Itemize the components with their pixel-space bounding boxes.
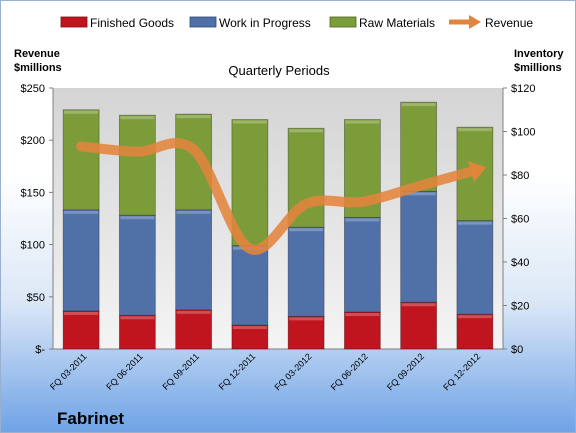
bar-highlight bbox=[289, 228, 324, 232]
right-axis-title-line2: $millions bbox=[514, 62, 562, 74]
legend-label-finished-goods: Finished Goods bbox=[90, 16, 174, 30]
bar-work-in-progress bbox=[62, 209, 100, 312]
bar-raw-materials bbox=[118, 114, 156, 216]
bar-finished-goods bbox=[456, 313, 494, 350]
legend-label-revenue: Revenue bbox=[485, 16, 533, 30]
bars bbox=[62, 101, 494, 350]
category-label: FQ 12-2011 bbox=[217, 351, 258, 392]
left-tick-label: $100 bbox=[21, 240, 45, 252]
right-tick-label: $100 bbox=[511, 127, 535, 139]
left-tick-label: $50 bbox=[27, 292, 45, 304]
right-tick-label: $80 bbox=[511, 170, 529, 182]
left-axis-title-line1: Revenue bbox=[14, 48, 60, 60]
bar-highlight bbox=[401, 303, 436, 307]
bar-highlight bbox=[120, 316, 155, 320]
left-tick-label: $250 bbox=[21, 83, 45, 95]
revenue-line-path bbox=[76, 138, 480, 255]
bar-highlight bbox=[457, 128, 492, 132]
left-axis-ticks: $- $50 $100 $150 $200 $250 bbox=[21, 83, 53, 356]
bar-highlight bbox=[345, 120, 380, 124]
bar-highlight bbox=[401, 103, 436, 107]
left-axis-title-line2: $millions bbox=[14, 62, 62, 74]
bar-work-in-progress bbox=[400, 190, 438, 303]
category-label: FQ 09-2011 bbox=[160, 351, 201, 392]
bar-work-in-progress bbox=[343, 217, 381, 313]
right-tick-label: $0 bbox=[511, 344, 523, 356]
legend-label-work-in-progress: Work in Progress bbox=[219, 16, 311, 30]
bar-highlight bbox=[64, 311, 99, 315]
right-axis-ticks: $0 $20 $40 $60 $80 $100 $120 bbox=[503, 83, 535, 356]
legend: Finished Goods Work in Progress Raw Mate… bbox=[60, 15, 533, 30]
bar-highlight bbox=[64, 210, 99, 214]
revenue-arrow-head bbox=[468, 160, 487, 183]
bar-highlight bbox=[64, 110, 99, 114]
plot-title: Quarterly Periods bbox=[228, 63, 330, 78]
bar-highlight bbox=[345, 218, 380, 222]
bar-highlight bbox=[232, 326, 267, 330]
right-axis-title-line1: Inventory bbox=[514, 48, 564, 60]
bar-highlight bbox=[289, 317, 324, 321]
right-tick-label: $60 bbox=[511, 214, 529, 226]
legend-label-raw-materials: Raw Materials bbox=[359, 16, 435, 30]
category-label: FQ 06-2011 bbox=[104, 351, 145, 392]
bar-finished-goods bbox=[175, 309, 213, 350]
bar-raw-materials bbox=[400, 101, 438, 192]
bar-highlight bbox=[120, 116, 155, 120]
bar-highlight bbox=[457, 315, 492, 319]
category-labels: FQ 03-2011 FQ 06-2011 FQ 09-2011 FQ 12-2011… bbox=[48, 351, 482, 392]
legend-swatch-revenue bbox=[449, 15, 481, 29]
bar-work-in-progress bbox=[175, 209, 213, 311]
bar-highlight bbox=[176, 310, 211, 314]
right-tick-label: $20 bbox=[511, 301, 529, 313]
legend-swatch-work-in-progress bbox=[189, 16, 217, 28]
bar-highlight bbox=[401, 192, 436, 196]
bar-finished-goods bbox=[287, 315, 325, 350]
bar-highlight bbox=[345, 313, 380, 317]
category-label: FQ 06-2012 bbox=[329, 351, 370, 392]
bar-raw-materials bbox=[62, 109, 100, 211]
legend-swatch-raw-materials bbox=[329, 16, 357, 28]
bar-finished-goods bbox=[62, 310, 100, 350]
bar-highlight bbox=[289, 129, 324, 133]
bar-highlight bbox=[232, 120, 267, 124]
bar-work-in-progress bbox=[287, 226, 325, 317]
bar-highlight bbox=[176, 210, 211, 214]
category-label: FQ 12-2012 bbox=[441, 351, 482, 392]
left-tick-label: $200 bbox=[21, 135, 45, 147]
company-name: Fabrinet bbox=[57, 409, 124, 428]
right-tick-label: $40 bbox=[511, 257, 529, 269]
left-tick-label: $150 bbox=[21, 187, 45, 199]
right-tick-label: $120 bbox=[511, 83, 535, 95]
bar-highlight bbox=[176, 115, 211, 119]
left-tick-label: $- bbox=[35, 344, 45, 356]
revenue-line bbox=[76, 138, 487, 255]
category-label: FQ 03-2012 bbox=[273, 351, 314, 392]
bar-finished-goods bbox=[343, 311, 381, 350]
bar-work-in-progress bbox=[118, 214, 156, 316]
bar-work-in-progress bbox=[231, 245, 269, 326]
category-label: FQ 09-2012 bbox=[385, 351, 426, 392]
legend-swatch-finished-goods bbox=[60, 16, 88, 28]
bar-highlight bbox=[457, 221, 492, 225]
category-label: FQ 03-2011 bbox=[48, 351, 89, 392]
bar-highlight bbox=[120, 216, 155, 220]
bar-raw-materials bbox=[231, 119, 269, 247]
bar-work-in-progress bbox=[456, 220, 494, 315]
bar-finished-goods bbox=[118, 314, 156, 350]
bar-finished-goods bbox=[400, 301, 438, 350]
